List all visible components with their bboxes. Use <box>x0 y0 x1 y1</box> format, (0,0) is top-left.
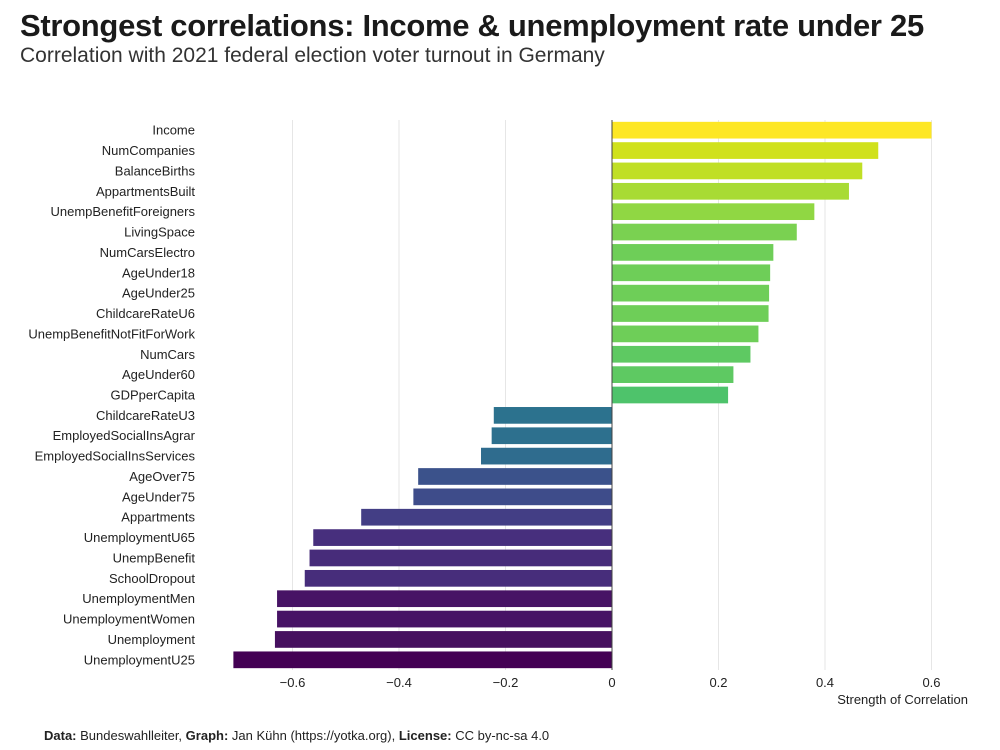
category-label: AppartmentsBuilt <box>96 184 195 199</box>
category-label: AgeOver75 <box>129 469 195 484</box>
category-label: UnempBenefitNotFitForWork <box>28 326 195 341</box>
chart-subtitle: Correlation with 2021 federal election v… <box>20 44 605 67</box>
bar <box>418 468 612 485</box>
x-tick-label: −0.2 <box>493 675 519 690</box>
caption-data-label: Data: <box>44 728 77 743</box>
bar <box>491 427 612 445</box>
category-label: AgeUnder60 <box>122 367 195 382</box>
caption-graph-value: Jan Kühn (https://yotka.org), <box>231 728 396 743</box>
bar <box>612 203 815 221</box>
category-label: NumCarsElectro <box>100 245 195 260</box>
bar <box>413 488 612 506</box>
x-tick-label: −0.6 <box>280 675 306 690</box>
bar <box>612 386 729 404</box>
chart-title: Strongest correlations: Income & unemplo… <box>20 8 924 43</box>
bar <box>309 549 612 567</box>
category-label: NumCars <box>140 347 195 362</box>
x-tick-label: −0.4 <box>386 675 412 690</box>
bar <box>612 305 769 322</box>
bar <box>612 142 879 159</box>
bar <box>612 366 734 383</box>
bar <box>612 121 932 139</box>
category-label: ChildcareRateU6 <box>96 306 195 321</box>
source-caption: Data: Bundeswahlleiter, Graph: Jan Kühn … <box>44 728 549 743</box>
bar <box>233 651 612 669</box>
bar <box>277 590 612 608</box>
bar <box>612 182 849 200</box>
category-label: UnempBenefit <box>113 550 196 565</box>
bar <box>304 569 612 587</box>
category-label: NumCompanies <box>102 143 196 158</box>
bar <box>612 244 774 261</box>
category-label: AgeUnder75 <box>122 489 195 504</box>
bar <box>493 407 612 424</box>
caption-data-value: Bundeswahlleiter, <box>80 728 183 743</box>
category-label: AgeUnder18 <box>122 265 195 280</box>
bar <box>274 631 612 648</box>
x-axis-label: Strength of Correlation <box>837 692 968 707</box>
category-label: ChildcareRateU3 <box>96 408 195 423</box>
x-tick-label: 0.4 <box>816 675 834 690</box>
bar <box>277 610 612 628</box>
category-label: UnemploymentU65 <box>84 530 195 545</box>
category-label: UnemploymentU25 <box>84 652 195 667</box>
x-tick-labels: −0.6 −0.4 −0.2 0 0.2 0.4 0.6 <box>280 675 941 690</box>
category-label: UnempBenefitForeigners <box>50 204 195 219</box>
category-label: EmployedSocialInsAgrar <box>53 428 196 443</box>
x-tick-label: 0 <box>608 675 615 690</box>
category-label: GDPperCapita <box>110 388 195 403</box>
bar <box>612 345 751 363</box>
category-label: AgeUnder25 <box>122 286 195 301</box>
category-label: UnemploymentMen <box>82 591 195 606</box>
bar <box>481 447 612 465</box>
category-label: Appartments <box>121 510 195 525</box>
caption-license-value: CC by-nc-sa 4.0 <box>455 728 550 743</box>
category-label: EmployedSocialInsServices <box>35 449 196 464</box>
x-tick-label: 0.6 <box>922 675 940 690</box>
category-label: UnemploymentWomen <box>63 612 195 627</box>
caption-license-label: License: <box>398 728 452 743</box>
category-label: Unemployment <box>108 632 196 647</box>
bar <box>313 529 612 546</box>
category-labels: Income NumCompanies BalanceBirths Appartmen… <box>28 123 195 668</box>
category-label: LivingSpace <box>124 225 195 240</box>
caption-graph-label: Graph: <box>185 728 229 743</box>
bar <box>612 284 770 302</box>
category-label: BalanceBirths <box>115 163 196 178</box>
bar <box>612 264 771 282</box>
bar <box>361 508 612 526</box>
bars <box>233 121 932 669</box>
bar <box>612 162 863 180</box>
x-tick-label: 0.2 <box>709 675 727 690</box>
bar <box>612 325 759 343</box>
bar <box>612 223 797 241</box>
category-label: SchoolDropout <box>109 571 195 586</box>
category-label: Income <box>152 123 195 138</box>
